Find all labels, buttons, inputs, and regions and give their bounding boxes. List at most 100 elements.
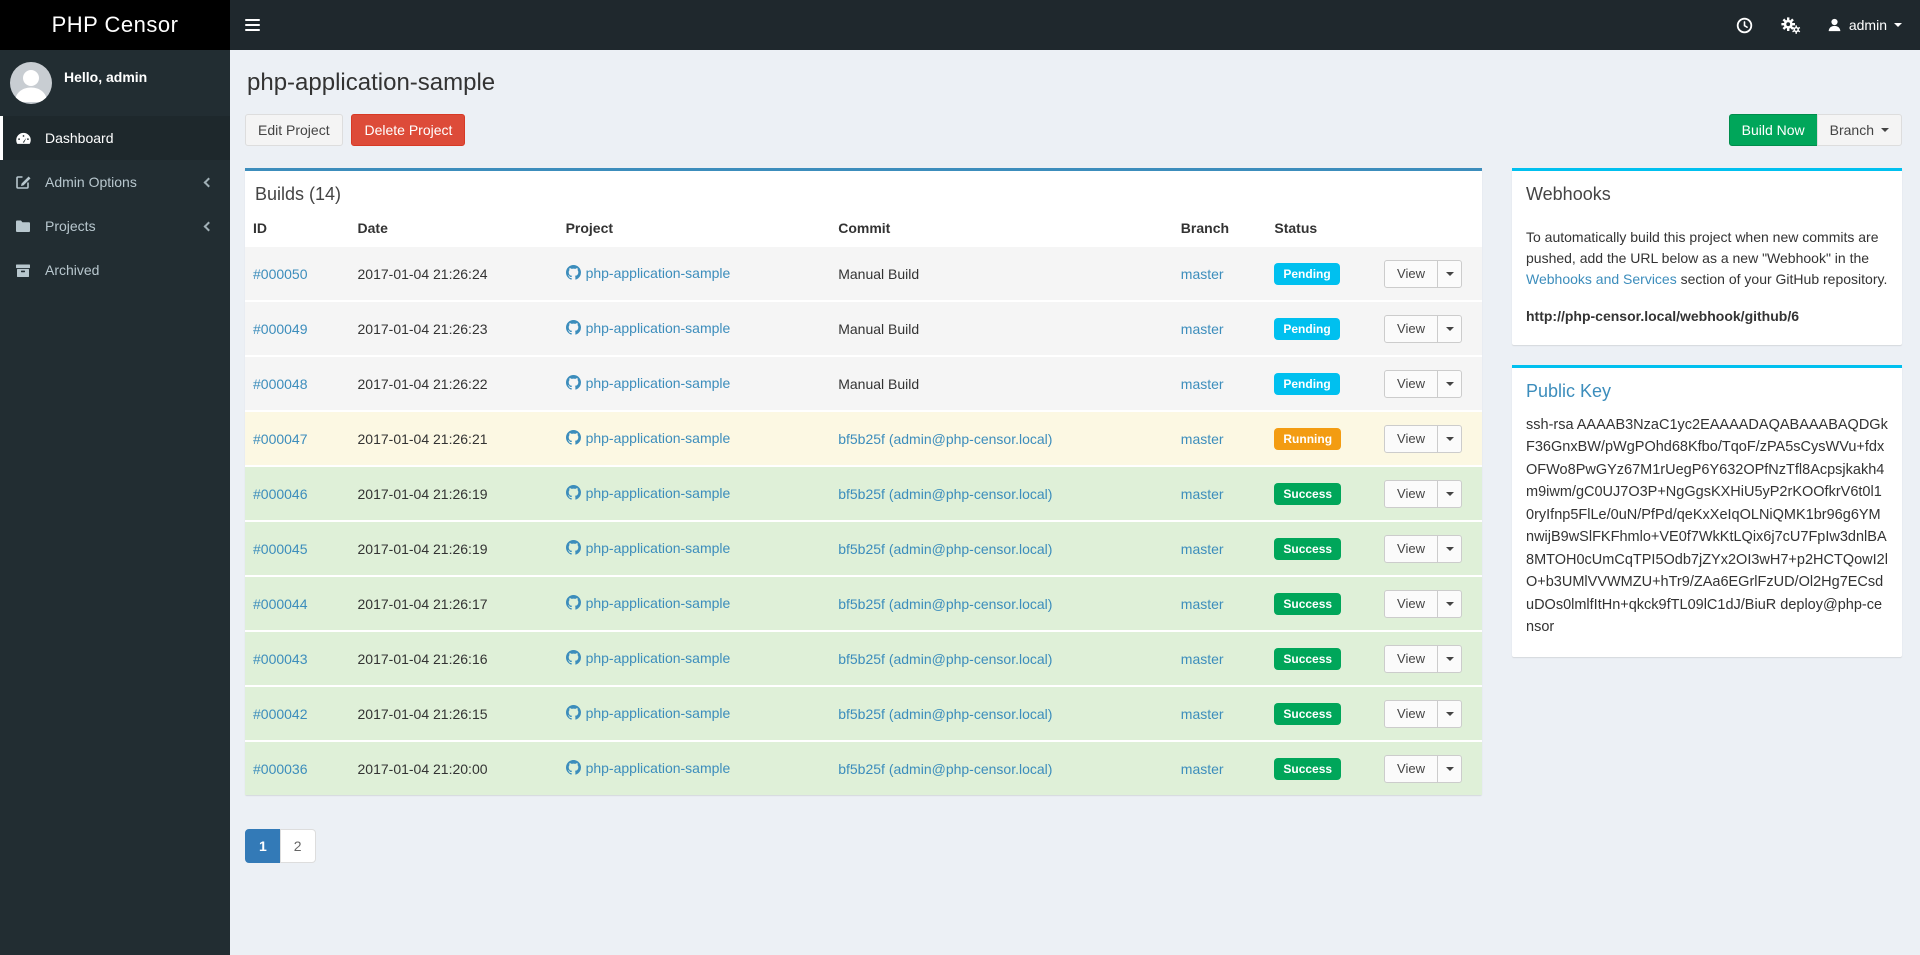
view-build-button[interactable]: View [1384,315,1438,343]
build-date: 2017-01-04 21:26:23 [357,321,488,337]
branch-link[interactable]: master [1180,761,1224,777]
public-key-value: ssh-rsa AAAAB3NzaC1yc2EAAAADAQABAAABAQDG… [1526,417,1888,636]
settings-gears-icon[interactable] [1767,0,1815,50]
delete-project-button[interactable]: Delete Project [351,114,466,146]
view-dropdown-toggle[interactable] [1437,370,1462,398]
project-link[interactable]: php-application-sample [565,429,731,446]
branch-link[interactable]: master [1180,541,1224,557]
page-title: php-application-sample [247,69,496,96]
sidebar-menu: Dashboard Admin Options Projects Archive… [0,116,230,292]
project-link[interactable]: php-application-sample [565,265,730,281]
build-id-link[interactable]: #000050 [253,266,308,282]
view-build-button[interactable]: View [1384,755,1438,783]
view-dropdown-toggle[interactable] [1437,700,1462,728]
project-name: php-application-sample [585,484,731,501]
build-id-link[interactable]: #000036 [253,761,308,777]
view-build-button[interactable]: View [1384,260,1438,288]
project-link[interactable]: php-application-sample [565,649,731,666]
status-badge: Running [1274,428,1342,450]
sidebar-item-label: Dashboard [45,130,114,146]
sidebar-item-projects[interactable]: Projects [0,204,230,248]
build-id-link[interactable]: #000047 [253,431,308,447]
column-header-project: Project [557,217,831,247]
view-build-button[interactable]: View [1384,700,1438,728]
archive-icon [15,263,37,278]
branch-link[interactable]: master [1180,321,1224,337]
build-row: #000044 2017-01-04 21:26:17 php-applicat… [245,575,1482,631]
branch-dropdown-button[interactable]: Branch [1816,114,1902,146]
sidebar-item-label: Admin Options [45,174,137,190]
view-build-button[interactable]: View [1384,645,1438,673]
branch-link[interactable]: master [1180,431,1224,447]
build-id-link[interactable]: #000044 [253,596,308,612]
build-commit: Manual Build [838,321,920,337]
build-id-link[interactable]: #000045 [253,541,308,557]
project-link[interactable]: php-application-sample [565,375,730,391]
build-commit: Manual Build [838,376,920,392]
project-link[interactable]: php-application-sample [565,759,731,776]
github-icon [565,320,581,335]
build-commit: Manual Build [838,266,920,282]
build-id-link[interactable]: #000046 [253,486,308,502]
view-dropdown-toggle[interactable] [1437,480,1462,508]
branch-link[interactable]: master [1180,596,1224,612]
pagination-page-2[interactable]: 2 [279,829,316,863]
branch-link[interactable]: master [1180,486,1224,502]
view-dropdown-toggle[interactable] [1437,425,1462,453]
status-badge: Pending [1274,373,1340,395]
build-date: 2017-01-04 21:26:19 [357,486,488,502]
view-build-button[interactable]: View [1384,535,1438,563]
webhook-url: http://php-censor.local/webhook/github/6 [1526,308,1799,324]
project-name: php-application-sample [585,429,731,446]
github-icon [565,650,581,665]
user-menu[interactable]: admin [1815,0,1920,50]
webhooks-services-link[interactable]: Webhooks and Services [1526,271,1677,287]
sidebar-item-dashboard[interactable]: Dashboard [0,116,230,160]
build-id-link[interactable]: #000049 [253,321,308,337]
build-row: #000042 2017-01-04 21:26:15 php-applicat… [245,685,1482,741]
build-row: #000048 2017-01-04 21:26:22 php-applicat… [245,355,1482,411]
avatar [10,62,52,104]
project-link[interactable]: php-application-sample [565,540,730,556]
build-id-link[interactable]: #000043 [253,651,308,667]
view-dropdown-toggle[interactable] [1437,590,1462,618]
pagination-page-1[interactable]: 1 [245,829,281,863]
github-icon [565,705,581,720]
project-link[interactable]: php-application-sample [565,320,730,336]
sidebar-greeting: Hello, admin [64,69,148,85]
project-link[interactable]: php-application-sample [565,484,731,501]
project-link[interactable]: php-application-sample [565,704,731,721]
build-id-link[interactable]: #000048 [253,376,308,392]
view-build-button[interactable]: View [1384,480,1438,508]
project-name: php-application-sample [585,704,731,721]
build-now-button[interactable]: Build Now [1728,114,1818,146]
view-dropdown-toggle[interactable] [1437,645,1462,673]
view-build-button[interactable]: View [1384,590,1438,618]
branch-link[interactable]: master [1180,651,1224,667]
branch-link[interactable]: master [1180,266,1224,282]
status-badge: Success [1274,538,1342,560]
branch-link[interactable]: master [1180,706,1224,722]
edit-project-button[interactable]: Edit Project [245,114,343,146]
view-dropdown-toggle[interactable] [1437,535,1462,563]
view-build-button[interactable]: View [1384,425,1438,453]
project-name: php-application-sample [585,759,731,776]
clock-icon[interactable] [1722,0,1767,50]
build-id-link[interactable]: #000042 [253,706,308,722]
sidebar-item-admin-options[interactable]: Admin Options [0,160,230,204]
project-link[interactable]: php-application-sample [565,595,730,611]
view-dropdown-toggle[interactable] [1437,260,1462,288]
project-name: php-application-sample [585,649,731,666]
build-row: #000043 2017-01-04 21:26:16 php-applicat… [245,630,1482,686]
view-dropdown-toggle[interactable] [1437,315,1462,343]
brand-logo[interactable]: PHP Censor [0,0,230,50]
view-dropdown-toggle[interactable] [1437,755,1462,783]
sidebar-toggle-icon[interactable] [230,0,275,50]
view-build-button[interactable]: View [1384,370,1438,398]
sidebar-item-archived[interactable]: Archived [0,248,230,292]
status-badge: Success [1274,703,1342,725]
column-header-date: Date [349,217,558,247]
github-icon [565,540,581,555]
chevron-down-icon [1445,657,1454,661]
branch-link[interactable]: master [1180,376,1224,392]
